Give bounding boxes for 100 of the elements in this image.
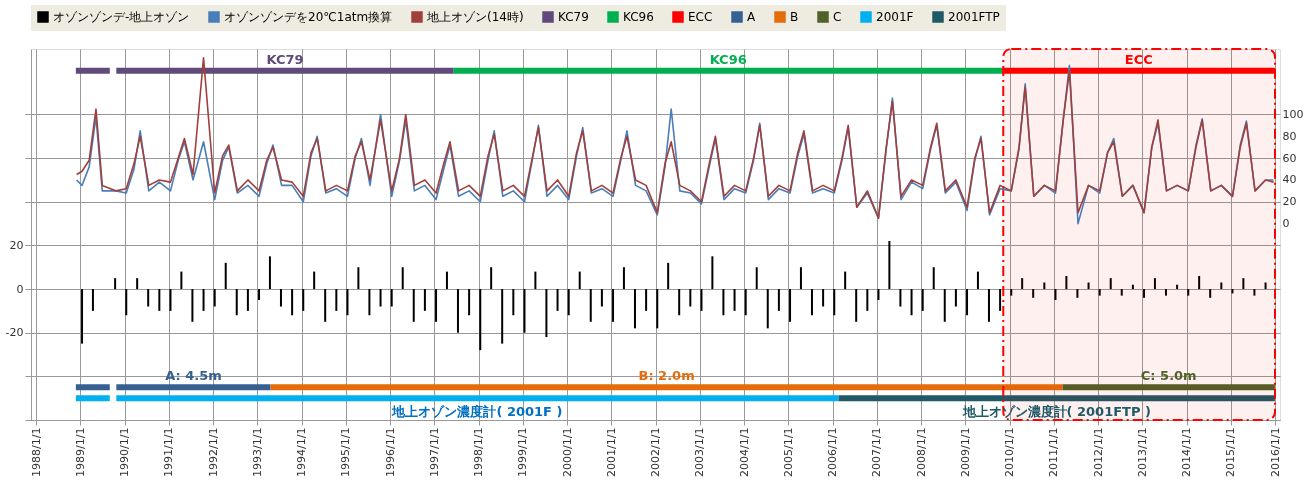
x-tick-label: 2006/1/1 (826, 427, 840, 477)
bar (1264, 282, 1267, 290)
bar (689, 289, 692, 307)
bar (501, 289, 504, 344)
x-tick-label: 1989/1/1 (73, 427, 87, 477)
bar (777, 289, 780, 311)
bar (1220, 282, 1223, 290)
y2-tick-label: 0 (1282, 217, 1290, 231)
x-tick-label: 1997/1/1 (427, 427, 441, 477)
bar (258, 289, 261, 300)
legend-label: 地上オゾン(14時) (426, 10, 524, 24)
bar (600, 289, 603, 307)
x-tick-label: 2015/1/1 (1224, 427, 1238, 477)
y-tick-label: 0 (16, 282, 24, 296)
x-tick-label: 1996/1/1 (383, 427, 397, 477)
bar (1076, 289, 1079, 298)
bar (578, 271, 581, 290)
annotation: ECC (1124, 51, 1153, 67)
bar (1242, 278, 1245, 290)
bar (545, 289, 548, 338)
annotation: KC96 (709, 51, 747, 67)
annotation: C: 5.0m (1140, 368, 1197, 384)
bar (423, 289, 426, 311)
x-tick-label: 2012/1/1 (1091, 427, 1105, 477)
bar (567, 289, 570, 316)
x-tick-label: 2011/1/1 (1047, 427, 1061, 477)
x-tick-label: 2013/1/1 (1135, 427, 1149, 477)
bar (224, 262, 227, 290)
y2-tick-label: 100 (1282, 107, 1304, 121)
bar (1164, 289, 1167, 296)
bar (456, 289, 459, 333)
bar (1065, 275, 1068, 290)
bar (158, 289, 161, 311)
bar (855, 289, 858, 322)
legend-label: オゾンゾンデ-地上オゾン (53, 10, 190, 24)
bar (633, 289, 636, 329)
x-tick-label: 1995/1/1 (339, 427, 353, 477)
bar (114, 278, 117, 290)
bar (976, 271, 979, 290)
legend-label: 2001F (876, 10, 914, 24)
x-tick-label: 2002/1/1 (649, 427, 663, 477)
bar (810, 289, 813, 316)
annotation: B: 2.0m (638, 368, 695, 384)
y2-tick-label: 20 (1282, 195, 1297, 209)
bar (667, 262, 670, 290)
bar (523, 289, 526, 333)
bar (589, 289, 592, 322)
x-tick-label: 2009/1/1 (958, 427, 972, 477)
legend-label: KC96 (623, 10, 654, 24)
bar (1087, 282, 1090, 290)
bar (346, 289, 349, 316)
bar (822, 289, 825, 307)
bar (844, 271, 847, 290)
bar (1032, 289, 1035, 298)
bar (722, 289, 725, 316)
bar (379, 289, 382, 307)
bar (169, 289, 172, 311)
bar (833, 289, 836, 316)
bar (1153, 278, 1156, 290)
bar (987, 289, 990, 322)
bar (966, 289, 969, 316)
legend-label: 2001FTP (948, 10, 1000, 24)
bar (899, 289, 902, 307)
bar (1109, 278, 1112, 290)
x-tick-label: 1993/1/1 (250, 427, 264, 477)
x-tick-label: 1999/1/1 (516, 427, 530, 477)
bar (468, 289, 471, 316)
bar (91, 289, 94, 311)
bar (302, 289, 305, 311)
legend-label: C (833, 10, 842, 24)
bar (1010, 289, 1013, 296)
bar (645, 289, 648, 311)
bar (789, 289, 792, 322)
x-tick-label: 1990/1/1 (118, 427, 132, 477)
bar (191, 289, 194, 322)
legend-label: オゾンゾンデを20℃1atm換算 (224, 10, 393, 24)
bar (512, 289, 515, 316)
bar (910, 289, 913, 316)
bar (866, 289, 869, 311)
x-tick-label: 2007/1/1 (870, 427, 884, 477)
bar (368, 289, 371, 316)
bar (268, 256, 271, 290)
bar (711, 256, 714, 290)
x-tick-label: 1991/1/1 (162, 427, 176, 477)
bar (1120, 289, 1123, 296)
bar (1098, 289, 1101, 296)
bar (435, 289, 438, 322)
bar (556, 289, 559, 311)
bar (1187, 289, 1190, 296)
bar (766, 289, 769, 329)
annotation: A: 4.5m (165, 368, 222, 384)
bar (799, 267, 802, 290)
bar (888, 241, 891, 290)
bar (147, 289, 150, 307)
x-tick-label: 2001/1/1 (604, 427, 618, 477)
bar (1043, 282, 1046, 290)
bar (335, 289, 338, 311)
bar (622, 267, 625, 290)
x-tick-label: 2016/1/1 (1268, 427, 1282, 477)
bar (700, 289, 703, 311)
